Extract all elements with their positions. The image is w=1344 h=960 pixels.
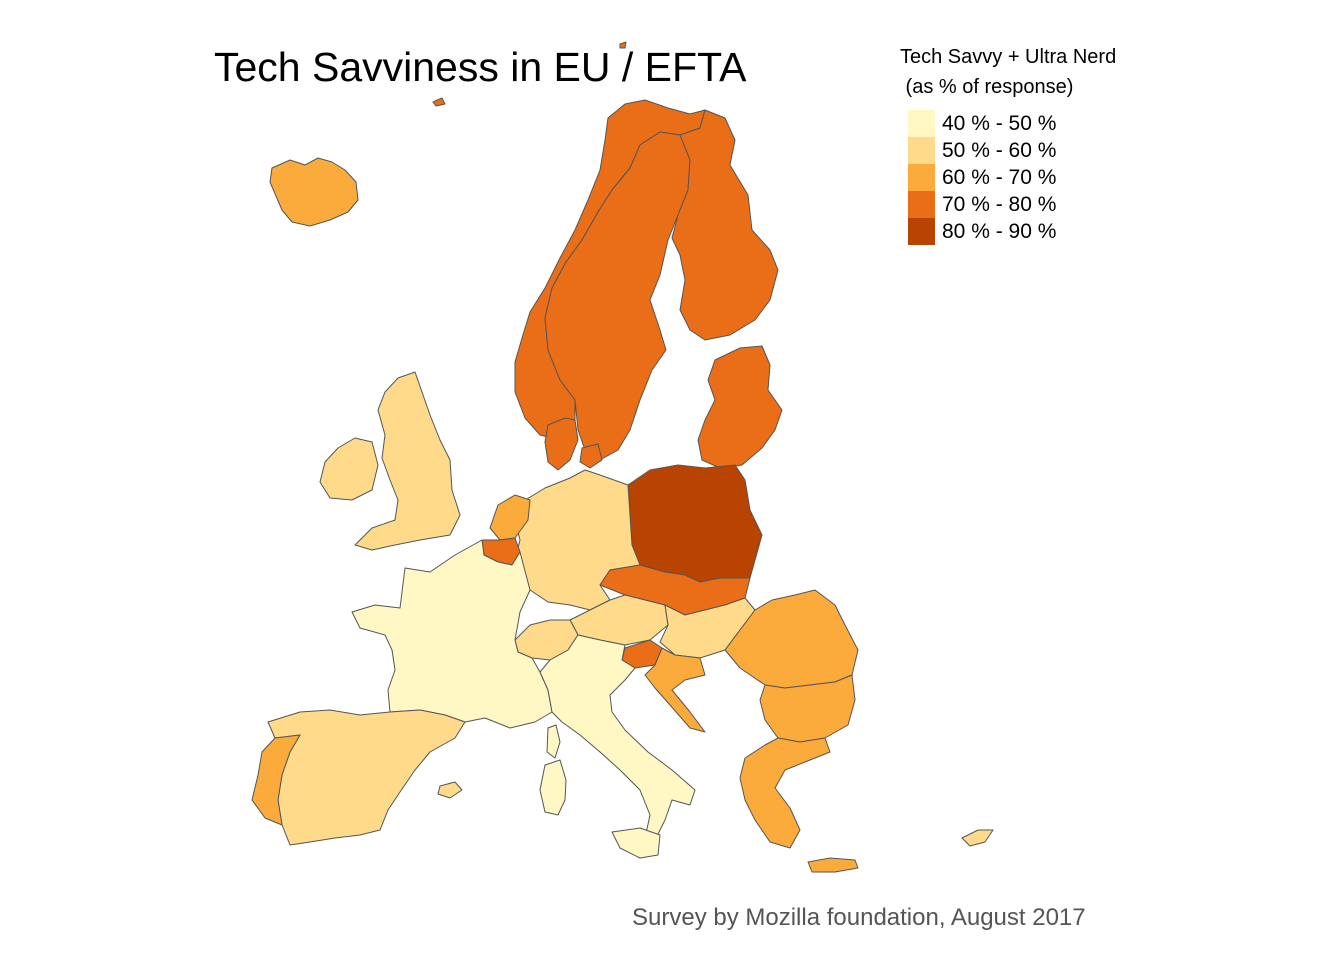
region-ireland [319, 437, 379, 501]
region-iceland [269, 157, 359, 227]
region-greece [739, 737, 831, 849]
region-balearics [437, 781, 463, 799]
legend-item: 80 % - 90 % [908, 218, 1200, 245]
region-bulgaria [759, 674, 856, 743]
region-portugal [251, 734, 301, 826]
region-poland [627, 464, 763, 583]
legend: Tech Savvy + Ultra Nerd (as % of respons… [900, 42, 1200, 245]
legend-swatch [908, 164, 935, 191]
legend-label: 70 % - 80 % [942, 193, 1057, 216]
legend-item: 50 % - 60 % [908, 137, 1200, 164]
legend-item: 70 % - 80 % [908, 191, 1200, 218]
legend-title: Tech Savvy + Ultra Nerd (as % of respons… [900, 46, 1117, 98]
region-corsica [546, 724, 561, 759]
region-croatia [644, 647, 706, 733]
legend-swatch [908, 218, 935, 245]
caption: Survey by Mozilla foundation, August 201… [632, 904, 1086, 931]
region-cyprus [961, 829, 994, 847]
map-title: Tech Savviness in EU / EFTA [214, 44, 747, 90]
region-finland [671, 109, 779, 341]
legend-label: 60 % - 70 % [942, 166, 1057, 189]
region-italy [539, 634, 696, 841]
region-islands-north [432, 41, 627, 107]
region-denmark [544, 417, 603, 471]
legend-item: 60 % - 70 % [908, 164, 1200, 191]
region-sardinia [539, 759, 567, 816]
region-crete [807, 857, 859, 873]
legend-label: 50 % - 60 % [942, 139, 1057, 162]
legend-swatch [908, 191, 935, 218]
legend-label: 40 % - 50 % [942, 112, 1057, 135]
legend-swatch [908, 137, 935, 164]
region-spain [267, 709, 466, 846]
region-france [351, 539, 553, 729]
region-baltics [697, 345, 783, 469]
legend-label: 80 % - 90 % [942, 220, 1057, 243]
legend-item: 40 % - 50 % [908, 110, 1200, 137]
region-netherlands [489, 494, 531, 541]
legend-swatch [908, 110, 935, 137]
region-uk [354, 371, 461, 551]
region-sicily [611, 827, 661, 859]
